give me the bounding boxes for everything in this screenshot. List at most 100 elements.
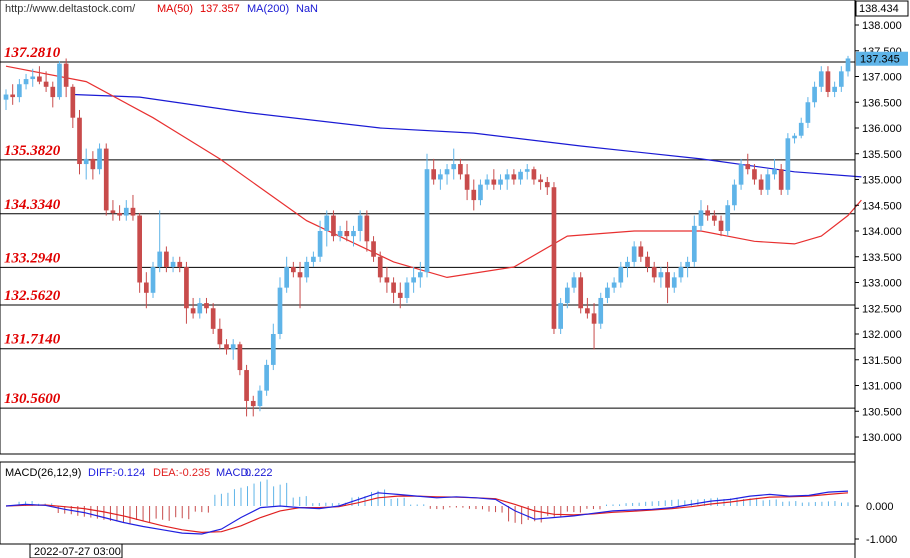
candle-body (130, 207, 136, 216)
candle-body (591, 313, 597, 324)
candle-body (317, 231, 323, 257)
candle-body (611, 282, 617, 288)
candle-body (564, 287, 570, 304)
candle (204, 297, 209, 314)
candle (838, 66, 844, 92)
candle (778, 164, 784, 195)
candle-body (23, 79, 29, 85)
candle-body (404, 282, 410, 298)
candle (143, 272, 149, 309)
level-label: 132.5620 (4, 288, 61, 304)
macd-diff-value: -0.124 (114, 467, 145, 479)
candle-body (30, 76, 36, 80)
candle-body (671, 277, 677, 288)
candle-body (170, 261, 176, 268)
candle (544, 176, 550, 195)
candle (571, 272, 577, 293)
candle (184, 261, 189, 324)
candle (504, 169, 510, 190)
candle-body (524, 169, 530, 172)
candle (812, 81, 817, 108)
candle (511, 169, 517, 185)
candle (397, 282, 403, 309)
candle (37, 66, 42, 85)
candle (845, 55, 851, 77)
candle (110, 200, 116, 221)
candle-body (578, 277, 584, 309)
candle-body (725, 205, 731, 231)
candle (705, 205, 711, 221)
candle-body (110, 210, 116, 213)
candle (518, 169, 523, 185)
candle-body (43, 81, 49, 87)
candle-body (377, 256, 383, 278)
candle-body (745, 164, 751, 170)
candle-body (37, 76, 42, 82)
candle-body (451, 164, 457, 170)
candle-body (504, 174, 510, 180)
candle (424, 153, 430, 278)
candle-body (177, 261, 183, 268)
candle-body (678, 267, 684, 278)
candle (558, 297, 563, 334)
candle-body (77, 117, 82, 165)
candle (718, 215, 724, 237)
candle-body (605, 287, 610, 298)
macd-diff-line (5, 490, 849, 535)
price-plot[interactable]: 137.2810 135.3820 134.3340 133.2940 132.5620… (0, 0, 862, 455)
macd-plot[interactable]: MACD(26,12,9) DIFF: -0.124 DEA: -0.235 M… (0, 461, 856, 545)
price-tick-label: 130.000 (862, 432, 902, 444)
candle-body (738, 164, 744, 185)
candle-body (137, 215, 142, 283)
candle (438, 169, 443, 190)
candle (97, 143, 102, 175)
candle (458, 158, 463, 180)
candle-body (297, 272, 303, 278)
candle-body (237, 344, 243, 371)
candle (217, 318, 223, 350)
candle-body (204, 303, 209, 309)
candle (157, 210, 163, 273)
macd-tick-label: -1.000 (866, 534, 897, 546)
time-label: 2022-07-27 03:00 (34, 546, 121, 558)
candle-body (645, 256, 650, 268)
candle (551, 182, 557, 334)
candle (491, 169, 497, 190)
candle (498, 174, 503, 190)
price-axis: 130.000 130.500 131.000 131.500 132.000 132.5… (854, 0, 909, 558)
candle (277, 277, 283, 340)
candle (384, 267, 390, 293)
candle (431, 158, 437, 185)
candle (404, 277, 410, 304)
candle (291, 261, 296, 278)
candle (23, 73, 29, 90)
candle-body (157, 251, 163, 268)
candle (792, 133, 797, 144)
candle-body (618, 267, 624, 283)
candle-body (531, 169, 537, 180)
price-tick-label: 138.000 (862, 20, 902, 32)
candle (264, 359, 269, 396)
candle-body (698, 210, 704, 226)
candle-body (691, 225, 697, 262)
candle (257, 385, 263, 412)
candle (772, 158, 777, 180)
candle (732, 179, 737, 211)
candle (645, 251, 650, 273)
candle (70, 84, 76, 128)
candle (725, 200, 731, 237)
candle (244, 364, 249, 417)
price-tick-label: 135.000 (862, 175, 902, 187)
candle (297, 261, 303, 309)
candle-body (277, 287, 283, 334)
candle-body (97, 148, 102, 170)
candle-body (164, 251, 169, 268)
level-label: 134.3340 (4, 197, 61, 213)
candle-body (484, 179, 490, 185)
candle-body (805, 102, 811, 123)
candle-body (772, 169, 777, 175)
price-tick-label: 133.000 (862, 278, 902, 290)
candle-body (498, 179, 503, 185)
candle-body (665, 272, 670, 288)
